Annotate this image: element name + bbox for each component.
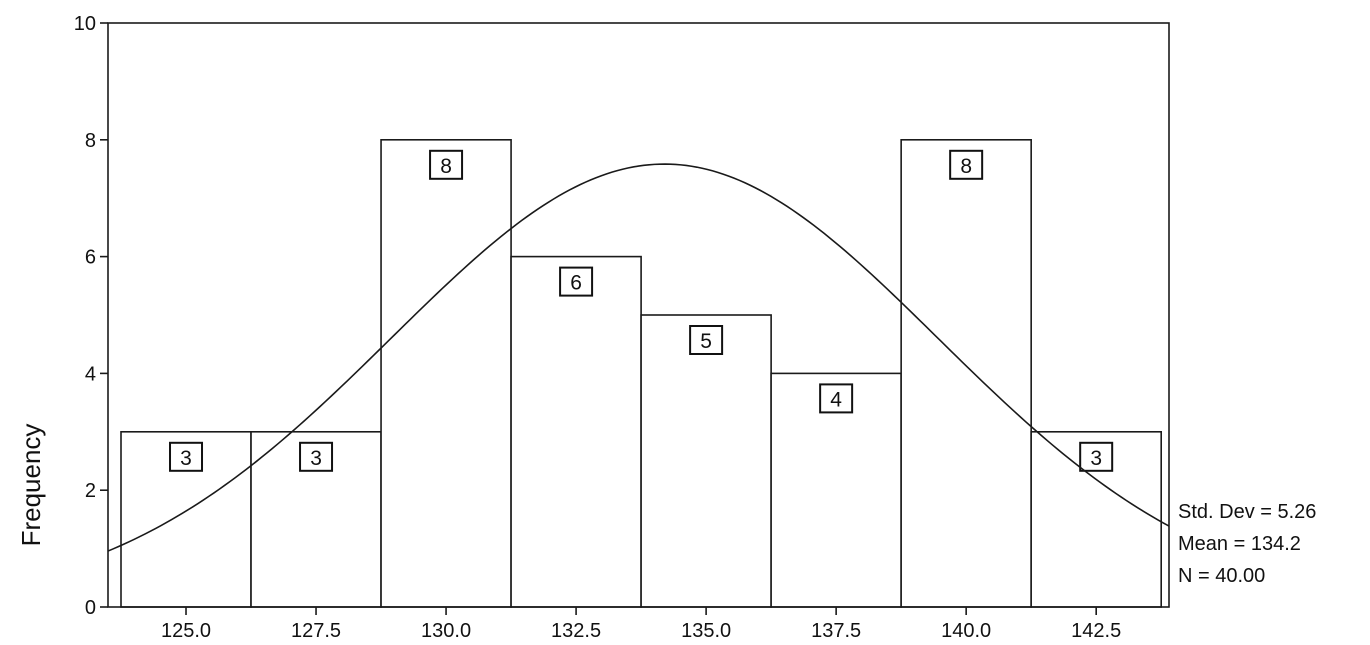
bar-4	[640, 314, 772, 608]
y-axis: 0 2 4 6 8 10	[74, 13, 108, 619]
bar-6	[900, 139, 1032, 608]
stat-mean: Mean = 134.2	[1178, 533, 1301, 555]
y-tick-label-1: 2	[85, 480, 96, 502]
y-axis-label: Frequency	[16, 424, 46, 547]
stats-box: Std. Dev = 5.26 Mean = 134.2 N = 40.00	[1178, 501, 1316, 587]
data-label-box-0	[169, 441, 204, 472]
stat-std-dev: Std. Dev = 5.26	[1178, 501, 1316, 523]
y-tick-label-5: 10	[74, 13, 96, 35]
x-tick-label-4: 135.0	[681, 620, 731, 642]
data-label-3: 6	[570, 272, 582, 295]
data-label-box-2	[429, 149, 464, 180]
data-label-box-5	[819, 383, 854, 414]
data-labels-group: 3 3 8 6 5 4 8 3	[169, 149, 1114, 472]
data-label-1: 3	[310, 447, 322, 470]
data-label-7: 3	[1090, 447, 1102, 470]
y-tick-label-4: 8	[85, 130, 96, 152]
x-tick-label-2: 130.0	[421, 620, 471, 642]
normal-curve	[107, 163, 1170, 552]
data-label-box-3	[559, 266, 594, 297]
data-label-box-4	[689, 325, 724, 355]
stat-n: N = 40.00	[1178, 565, 1265, 587]
bars-group	[120, 139, 1162, 608]
data-label-5: 4	[830, 388, 842, 411]
x-tick-label-3: 132.5	[551, 620, 601, 642]
bar-3	[510, 255, 642, 608]
plot-frame	[107, 22, 1170, 608]
data-label-4: 5	[700, 330, 712, 353]
x-tick-label-1: 127.5	[291, 620, 341, 642]
data-label-box-7	[1079, 441, 1114, 472]
y-tick-label-2: 4	[85, 363, 96, 385]
x-tick-label-0: 125.0	[161, 620, 211, 642]
y-tick-label-3: 6	[85, 247, 96, 269]
x-axis: 125.0 127.5 130.0 132.5 135.0 137.5 140.0 142.5	[161, 607, 1121, 642]
data-label-0: 3	[180, 447, 192, 470]
data-label-box-6	[949, 149, 984, 180]
y-tick-label-0: 0	[85, 597, 96, 619]
data-label-6: 8	[960, 155, 972, 178]
data-label-2: 8	[440, 155, 452, 178]
data-label-box-1	[299, 441, 334, 472]
bar-2	[380, 139, 512, 608]
x-tick-label-7: 142.5	[1071, 620, 1121, 642]
x-tick-label-6: 140.0	[941, 620, 991, 642]
x-tick-label-5: 137.5	[811, 620, 861, 642]
